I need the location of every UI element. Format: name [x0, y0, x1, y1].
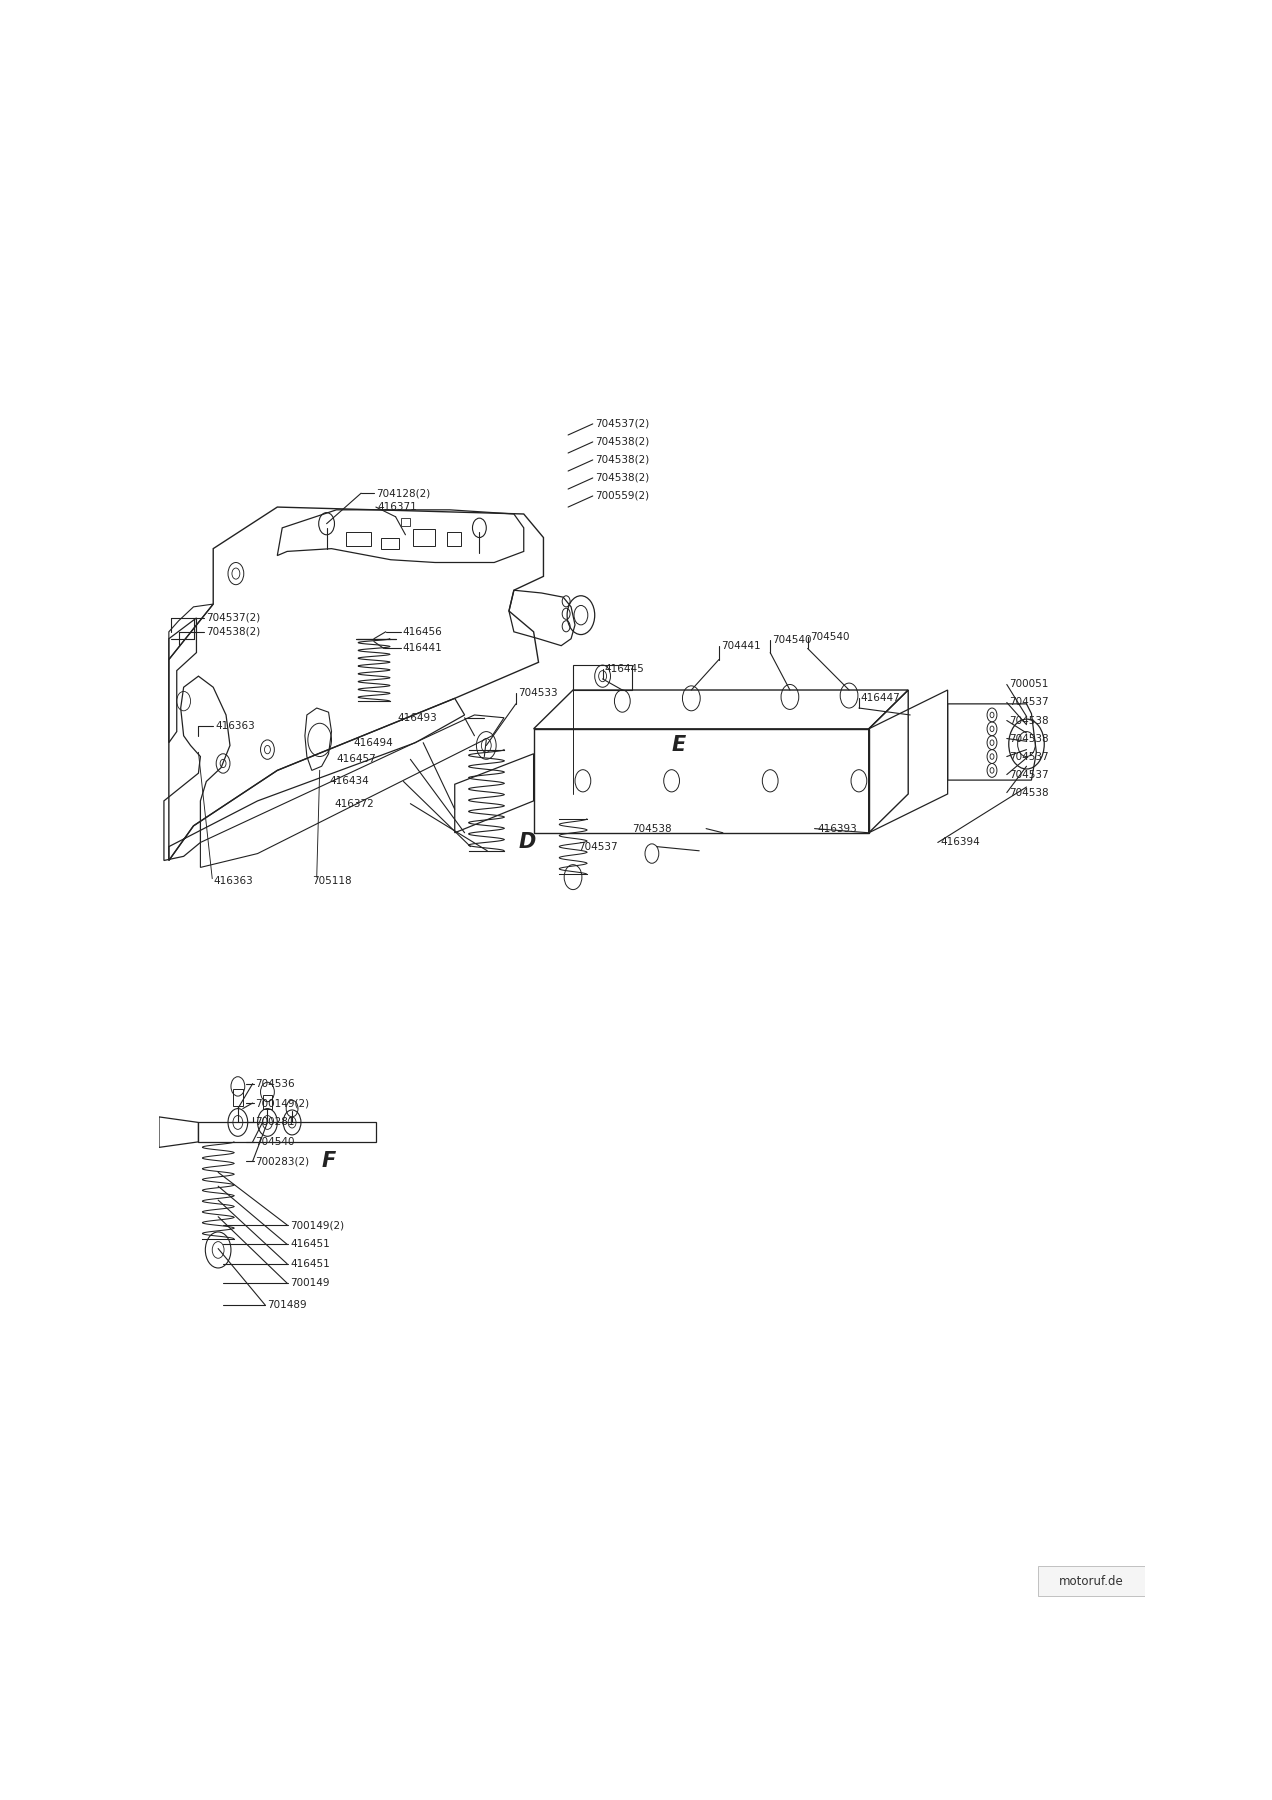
Text: 416451: 416451: [290, 1240, 329, 1249]
Text: 700281: 700281: [256, 1118, 295, 1127]
Text: 704540: 704540: [772, 635, 812, 644]
Text: 700149(2): 700149(2): [256, 1098, 310, 1109]
Text: 704538(2): 704538(2): [206, 626, 261, 637]
Text: 416394: 416394: [941, 837, 981, 848]
Text: 700149: 700149: [290, 1278, 329, 1289]
Bar: [446, 533, 460, 545]
Text: 416371: 416371: [378, 502, 417, 511]
Text: 416441: 416441: [402, 643, 443, 653]
Bar: [380, 538, 398, 549]
Text: 704538(2): 704538(2): [595, 455, 649, 464]
Text: 704537: 704537: [1009, 752, 1048, 761]
Text: 701489: 701489: [267, 1300, 307, 1310]
Bar: [198, 1123, 377, 1141]
Bar: [1038, 1566, 1145, 1597]
Text: 416372: 416372: [335, 799, 374, 808]
Text: 704540: 704540: [256, 1138, 295, 1147]
Text: motoruf.de: motoruf.de: [1060, 1575, 1124, 1588]
Text: 704536: 704536: [256, 1078, 295, 1089]
Text: 704537: 704537: [1009, 770, 1048, 779]
Text: 700283(2): 700283(2): [256, 1156, 310, 1166]
Text: 704538: 704538: [632, 824, 672, 833]
Text: 704538: 704538: [1009, 716, 1048, 725]
Text: F: F: [322, 1152, 336, 1172]
Text: 416457: 416457: [336, 754, 377, 765]
Text: 416363: 416363: [214, 877, 253, 886]
Text: 416393: 416393: [818, 824, 857, 833]
Text: 416445: 416445: [604, 664, 645, 675]
Text: 700051: 700051: [1009, 679, 1048, 689]
Text: 704538: 704538: [1009, 734, 1048, 743]
Text: 704441: 704441: [721, 641, 761, 650]
Text: 704538(2): 704538(2): [595, 437, 649, 446]
Text: 704540: 704540: [810, 632, 850, 643]
Bar: [263, 1094, 272, 1109]
Text: E: E: [672, 736, 686, 756]
Text: 700149(2): 700149(2): [290, 1220, 345, 1229]
Bar: [401, 518, 411, 526]
Text: 704533: 704533: [518, 688, 557, 698]
Text: 704538(2): 704538(2): [595, 473, 649, 482]
Text: 705118: 705118: [312, 877, 351, 886]
Bar: [233, 1089, 243, 1105]
Text: 416493: 416493: [397, 713, 438, 724]
Text: 704537: 704537: [577, 842, 617, 851]
Text: 704537: 704537: [1009, 697, 1048, 707]
Text: 704537(2): 704537(2): [595, 419, 649, 428]
Text: 416434: 416434: [329, 776, 369, 787]
Text: .de: .de: [1123, 1579, 1142, 1591]
Text: 416363: 416363: [215, 722, 254, 731]
Bar: [413, 529, 435, 545]
Text: 704538: 704538: [1009, 788, 1048, 797]
Text: 416447: 416447: [861, 693, 901, 704]
Text: 416494: 416494: [354, 738, 393, 747]
Text: 700559(2): 700559(2): [595, 491, 649, 500]
Text: 704537(2): 704537(2): [206, 614, 261, 623]
Text: D: D: [519, 832, 537, 853]
Text: 416456: 416456: [402, 626, 443, 637]
Text: 704128(2): 704128(2): [377, 488, 430, 499]
Bar: [346, 533, 371, 545]
Text: motoruf: motoruf: [1075, 1579, 1124, 1591]
Text: 416451: 416451: [290, 1258, 329, 1269]
